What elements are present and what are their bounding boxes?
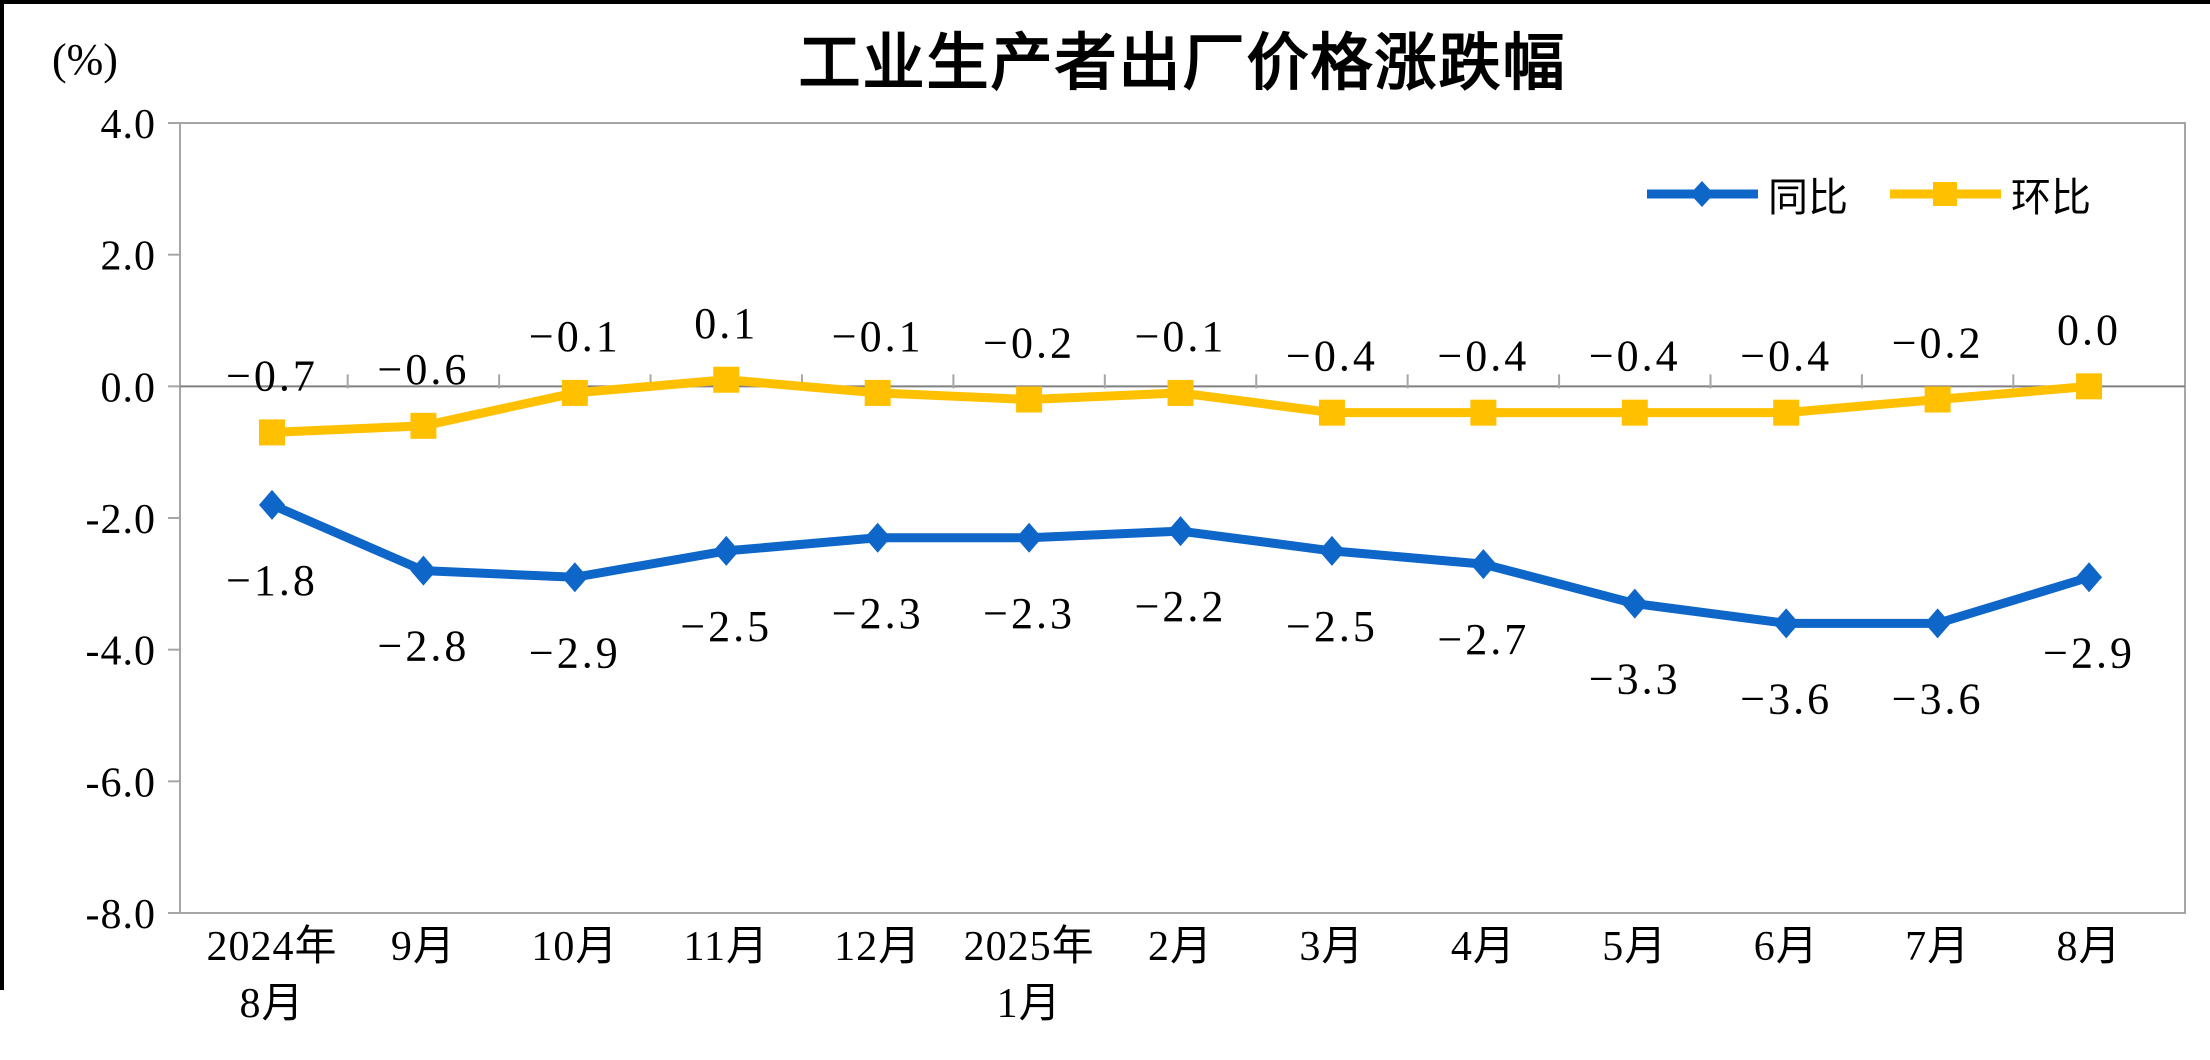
x-axis-label: 2月 xyxy=(1148,924,1213,970)
marker-diamond-icon xyxy=(259,489,285,520)
data-label: −3.6 xyxy=(1892,674,1984,723)
data-label: −0.1 xyxy=(529,312,621,361)
data-label: 0.0 xyxy=(2057,305,2121,354)
chart-title: 工业生产者出厂价格涨跌幅 xyxy=(798,29,1567,98)
marker-square-icon xyxy=(1016,386,1043,413)
data-label: −0.4 xyxy=(1437,332,1529,381)
data-label: −0.2 xyxy=(1892,319,1984,368)
x-axis-label: 9月 xyxy=(391,924,456,970)
data-label: −0.7 xyxy=(226,351,318,400)
marker-diamond-icon xyxy=(864,522,891,553)
data-label: −2.3 xyxy=(832,589,924,638)
legend-label-yoy: 同比 xyxy=(1768,175,1848,220)
marker-square-icon xyxy=(1318,399,1345,426)
y-axis-label: -4.0 xyxy=(86,629,157,675)
data-label: −0.4 xyxy=(1740,332,1832,381)
marker-diamond-icon xyxy=(1924,608,1951,639)
data-label: −2.2 xyxy=(1135,582,1227,631)
screenshot-border-top xyxy=(0,0,2210,4)
marker-diamond-icon xyxy=(561,562,588,593)
data-label: −2.5 xyxy=(680,602,772,651)
y-axis-unit-label: (%) xyxy=(52,35,118,84)
marker-square-icon xyxy=(1470,399,1497,426)
marker-square-icon xyxy=(410,412,437,439)
marker-diamond-icon xyxy=(1470,549,1497,580)
data-label: −2.9 xyxy=(2043,628,2135,677)
marker-diamond-icon xyxy=(713,535,740,566)
marker-diamond-icon xyxy=(1773,608,1800,639)
legend-line-yoy-icon xyxy=(1647,181,1758,207)
y-axis-label: 2.0 xyxy=(101,234,157,280)
marker-square-icon xyxy=(561,379,588,406)
x-axis-label: 8月 xyxy=(239,981,304,1027)
x-axis-label: 11月 xyxy=(684,924,769,970)
data-label: −3.3 xyxy=(1589,655,1681,704)
data-label: −2.5 xyxy=(1286,602,1378,651)
marker-square-icon xyxy=(1621,399,1648,426)
legend-label-mom: 环比 xyxy=(2011,175,2091,220)
x-axis-label: 2024年 xyxy=(206,923,337,970)
y-axis-label: -2.0 xyxy=(86,497,157,543)
data-label: −0.1 xyxy=(1135,312,1227,361)
x-axis-label: 5月 xyxy=(1602,924,1667,970)
x-axis-label: 10月 xyxy=(531,924,618,970)
data-label: −0.4 xyxy=(1286,332,1378,381)
x-axis-label: 6月 xyxy=(1754,924,1819,970)
marker-diamond-icon xyxy=(1621,588,1648,619)
y-axis-label: -8.0 xyxy=(86,892,157,938)
data-label: −0.2 xyxy=(983,319,1075,368)
x-axis-label: 3月 xyxy=(1299,924,1364,970)
data-label: −2.9 xyxy=(529,628,621,677)
x-axis-label: 2025年 xyxy=(964,923,1095,970)
y-axis-label: 0.0 xyxy=(101,365,157,411)
legend-line-mom-icon xyxy=(1890,182,2001,206)
data-label: −1.8 xyxy=(226,556,318,605)
data-label: −0.6 xyxy=(378,345,470,394)
marker-diamond-icon xyxy=(410,555,437,586)
data-label: −2.7 xyxy=(1437,615,1529,664)
marker-square-icon xyxy=(713,366,740,393)
marker-diamond-icon xyxy=(2076,562,2103,593)
marker-diamond-icon xyxy=(1016,522,1043,553)
x-axis-label: 1月 xyxy=(997,981,1062,1027)
y-axis-label: 4.0 xyxy=(101,102,157,148)
legend: 同比 环比 xyxy=(1645,165,2091,223)
marker-square-icon xyxy=(2076,373,2103,400)
screenshot-border-left xyxy=(0,0,4,990)
plot-border xyxy=(179,122,2186,914)
marker-square-icon xyxy=(1924,386,1951,413)
legend-item-mom: 环比 xyxy=(1888,165,2091,223)
data-label: −2.8 xyxy=(378,622,470,671)
marker-square-icon xyxy=(864,379,891,406)
marker-diamond-icon xyxy=(1318,535,1345,566)
x-axis-label: 7月 xyxy=(1905,924,1970,970)
y-axis-label: -6.0 xyxy=(86,760,157,806)
data-label: 0.1 xyxy=(694,299,758,348)
marker-square-icon xyxy=(259,419,285,446)
marker-diamond-icon xyxy=(1167,516,1194,547)
data-label: −0.4 xyxy=(1589,332,1681,381)
x-axis-label: 8月 xyxy=(2057,924,2122,970)
marker-square-icon xyxy=(1167,379,1194,406)
data-label: −2.3 xyxy=(983,589,1075,638)
data-label: −0.1 xyxy=(832,312,924,361)
marker-square-icon xyxy=(1773,399,1800,426)
legend-item-yoy: 同比 xyxy=(1645,165,1848,223)
x-axis-label: 12月 xyxy=(834,924,921,970)
data-label: −3.6 xyxy=(1740,674,1832,723)
x-axis-label: 4月 xyxy=(1451,924,1516,970)
